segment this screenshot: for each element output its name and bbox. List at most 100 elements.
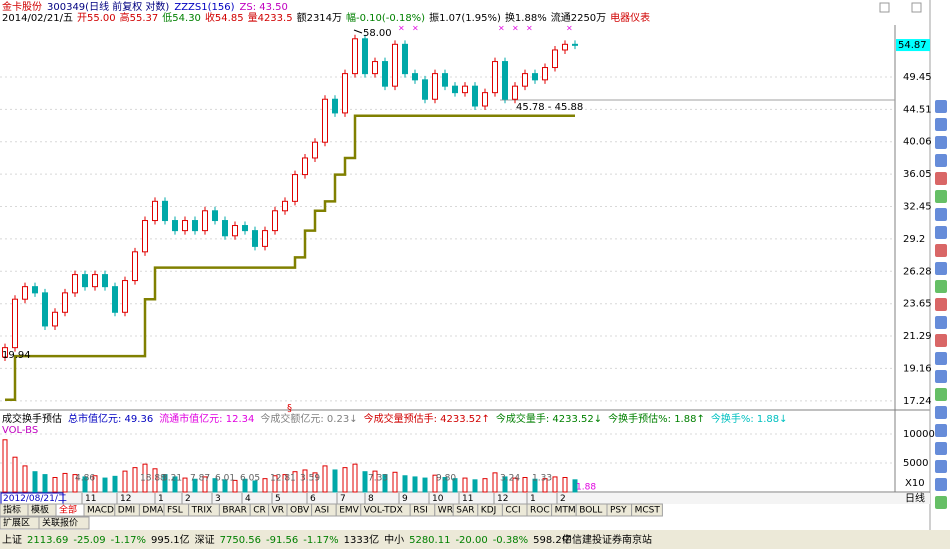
status-text: -1.17% [303, 535, 338, 546]
toolbar-icon[interactable] [935, 370, 947, 383]
indicator-name: VOL-BS [2, 425, 38, 436]
tab-label[interactable]: ROC [530, 506, 550, 516]
candle [152, 200, 158, 222]
toolbar-icon[interactable] [935, 298, 947, 311]
tab-label[interactable]: DMA [142, 506, 164, 516]
tab-label[interactable]: MCST [635, 506, 661, 516]
volume-label: 3.24 [500, 474, 520, 484]
volume-bar [482, 478, 488, 493]
tab-label[interactable]: 模板 [31, 504, 49, 516]
toolbar-icon[interactable] [935, 136, 947, 149]
toolbar-icon[interactable] [935, 478, 947, 491]
tab[interactable] [38, 516, 90, 530]
tab-label[interactable]: DMI [118, 506, 135, 516]
volume-bar [352, 463, 358, 493]
candle [452, 85, 458, 94]
tab-label[interactable]: RSI [413, 506, 428, 516]
tab-label[interactable]: 扩展区 [3, 517, 30, 529]
tab-label[interactable]: KDJ [481, 506, 497, 516]
tab-label[interactable]: MTM [555, 506, 576, 516]
volume-bar [172, 476, 178, 493]
volume-bar [282, 474, 288, 493]
unit-label: X10 [905, 478, 925, 489]
toolbar-icon[interactable] [935, 190, 947, 203]
candle [132, 251, 138, 282]
tab-label[interactable]: BOLL [579, 506, 602, 516]
toolbar-icon[interactable] [935, 406, 947, 419]
toolbar-icon[interactable] [935, 388, 947, 401]
tab-label[interactable]: WR [438, 506, 453, 516]
tab-label[interactable]: 指标 [3, 504, 21, 516]
candle [242, 225, 248, 232]
month-label: 4 [245, 494, 251, 504]
y-tick-label: 10000 [903, 429, 935, 440]
toolbar-icon[interactable] [935, 244, 947, 257]
tab-label[interactable]: BRAR [222, 506, 246, 516]
toolbar-icon[interactable] [935, 280, 947, 293]
volume-bar [142, 463, 148, 493]
candle [122, 280, 128, 313]
tab-label[interactable]: PSY [610, 506, 627, 516]
volume-bar [132, 467, 138, 493]
candle [2, 347, 8, 358]
header-text: 量4233.5 [248, 12, 293, 24]
toolbar-icon[interactable] [935, 226, 947, 239]
toolbar-icon[interactable] [935, 334, 947, 347]
toolbar-icon[interactable] [935, 424, 947, 437]
month-label: 8 [368, 494, 374, 504]
volume-bar [102, 477, 108, 493]
toolbar-icon[interactable] [935, 442, 947, 455]
toolbar-icon[interactable] [935, 208, 947, 221]
candle [432, 73, 438, 100]
toolbar-icon[interactable] [935, 154, 947, 167]
toolbar-icon[interactable] [935, 172, 947, 185]
volume-bar [312, 472, 318, 493]
tab-label[interactable]: SAR [456, 506, 474, 516]
toolbar-icon[interactable] [935, 100, 947, 113]
tab-label[interactable]: ASI [315, 506, 330, 516]
volume-bar [32, 471, 38, 493]
tab-label[interactable]: TRIX [191, 506, 213, 516]
candle [422, 79, 428, 100]
toolbar-icon[interactable] [935, 262, 947, 275]
month-label: 9 [402, 494, 408, 504]
candle [352, 38, 358, 75]
toolbar-icon[interactable] [935, 118, 947, 131]
tab-label[interactable]: 关联报价 [42, 517, 78, 529]
window-button[interactable] [879, 2, 890, 13]
toolbar-icon[interactable] [935, 352, 947, 365]
tab-label[interactable]: CCI [505, 506, 520, 516]
candle [562, 43, 568, 51]
header-text: 振1.07(1.95%) [429, 11, 501, 24]
volume-bar [162, 474, 168, 493]
candle [172, 220, 178, 232]
toolbar-icon[interactable] [935, 496, 947, 509]
volume-bar [532, 478, 538, 493]
stop-line [5, 114, 575, 402]
y-tick-label: 19.16 [903, 363, 932, 374]
tab-label[interactable]: EMV [339, 506, 359, 516]
volume-label: 1.33 [532, 474, 552, 484]
candle [502, 61, 508, 100]
volume-bar [302, 469, 308, 493]
tab-label[interactable]: FSL [167, 506, 183, 516]
tab-label[interactable]: MACD [87, 506, 114, 516]
toolbar-icon[interactable] [935, 460, 947, 473]
tab-label[interactable]: 全部 [59, 504, 77, 516]
last-price-box [896, 39, 930, 52]
tab-label[interactable]: CR [253, 506, 266, 516]
volume-bar [92, 475, 98, 493]
y-tick-label: 29.2 [903, 234, 925, 245]
tab-label[interactable]: VOL-TDX [364, 506, 403, 516]
broker-name: 中信建投证券南京站 [562, 533, 652, 546]
tab-label[interactable]: VR [272, 506, 284, 516]
tab[interactable] [631, 503, 663, 517]
candle [542, 67, 548, 81]
toolbar-icon[interactable] [935, 316, 947, 329]
tab-label[interactable]: OBV [290, 506, 310, 516]
volume-bar [152, 468, 158, 493]
header-text: 金卡股份 [2, 0, 42, 13]
candle [232, 225, 238, 237]
volume-bar [2, 439, 8, 493]
window-button[interactable] [911, 2, 922, 13]
